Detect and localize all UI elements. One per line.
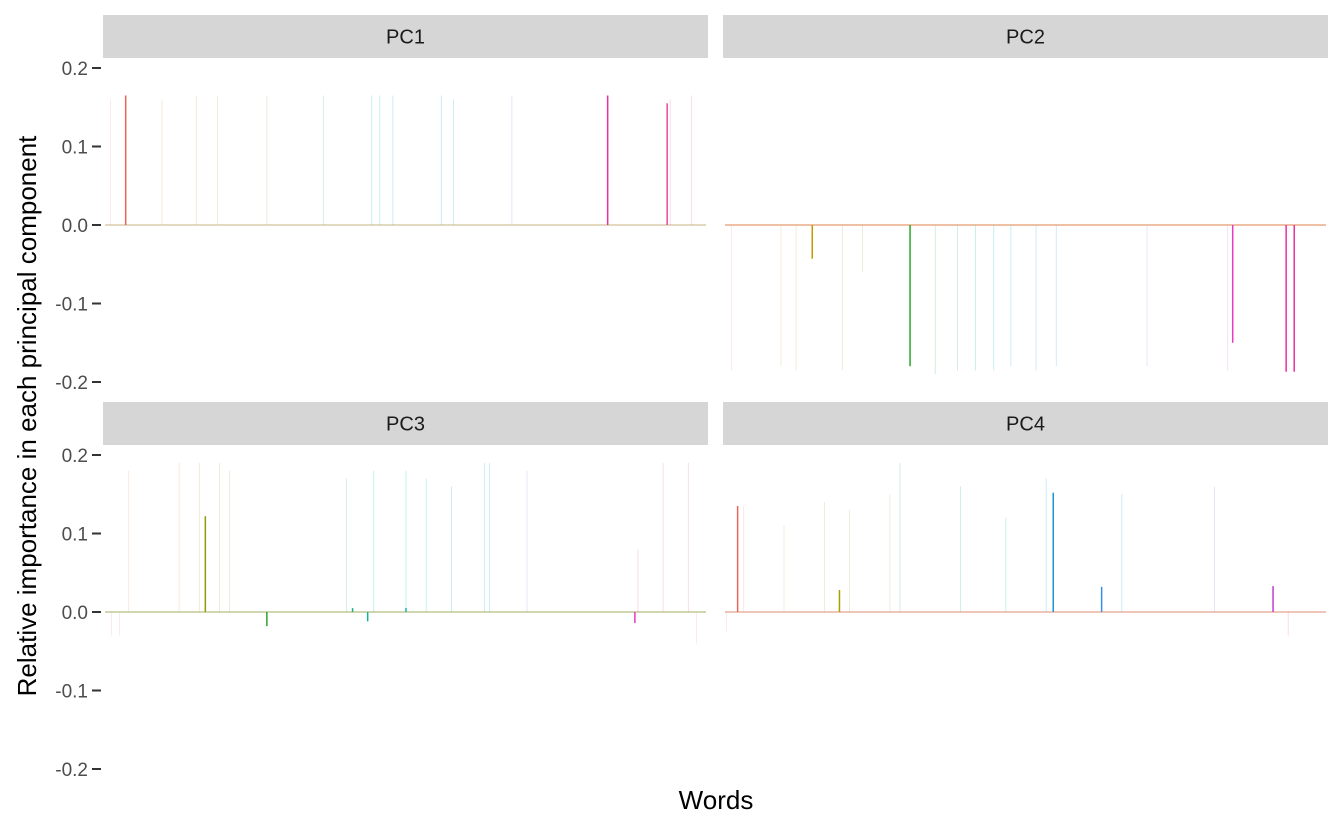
y-tick-label: 0.2 xyxy=(62,446,88,467)
y-tick-label: -0.1 xyxy=(55,682,88,703)
y-axis-label: Relative importance in each principal co… xyxy=(12,135,42,697)
x-axis-label: Words xyxy=(679,785,754,815)
facet-panel-pc1: PC1 xyxy=(103,15,708,226)
y-tick-label: 0.1 xyxy=(62,525,88,546)
facet-strip-label: PC4 xyxy=(1006,414,1045,436)
y-tick-label: -0.1 xyxy=(55,295,88,316)
y-tick-label: -0.2 xyxy=(55,760,88,781)
facet-strip-label: PC1 xyxy=(386,27,425,49)
facet-strip-label: PC2 xyxy=(1006,27,1045,49)
facet-strip xyxy=(723,402,1328,445)
facet-panel-pc3: PC3 xyxy=(103,402,708,644)
facet-strip xyxy=(103,15,708,58)
y-tick-label: 0.0 xyxy=(62,216,88,237)
facet-panel-pc2: PC2 xyxy=(723,15,1328,375)
y-tick-label: 0.2 xyxy=(62,59,88,80)
facets-layer: 0.2 0.1 0.0 -0.1 -0.2 0.2 0.1 0.0 -0.1 -0.2 PC1 PC2… xyxy=(55,15,1328,781)
facet-panel-pc4: PC4 xyxy=(723,402,1328,636)
y-tick-label: 0.1 xyxy=(62,138,88,159)
y-tick-label: -0.2 xyxy=(55,373,88,394)
facet-strip xyxy=(103,402,708,445)
facet-strip xyxy=(723,15,1328,58)
y-tick-label: 0.0 xyxy=(62,603,88,624)
facet-strip-label: PC3 xyxy=(386,414,425,436)
